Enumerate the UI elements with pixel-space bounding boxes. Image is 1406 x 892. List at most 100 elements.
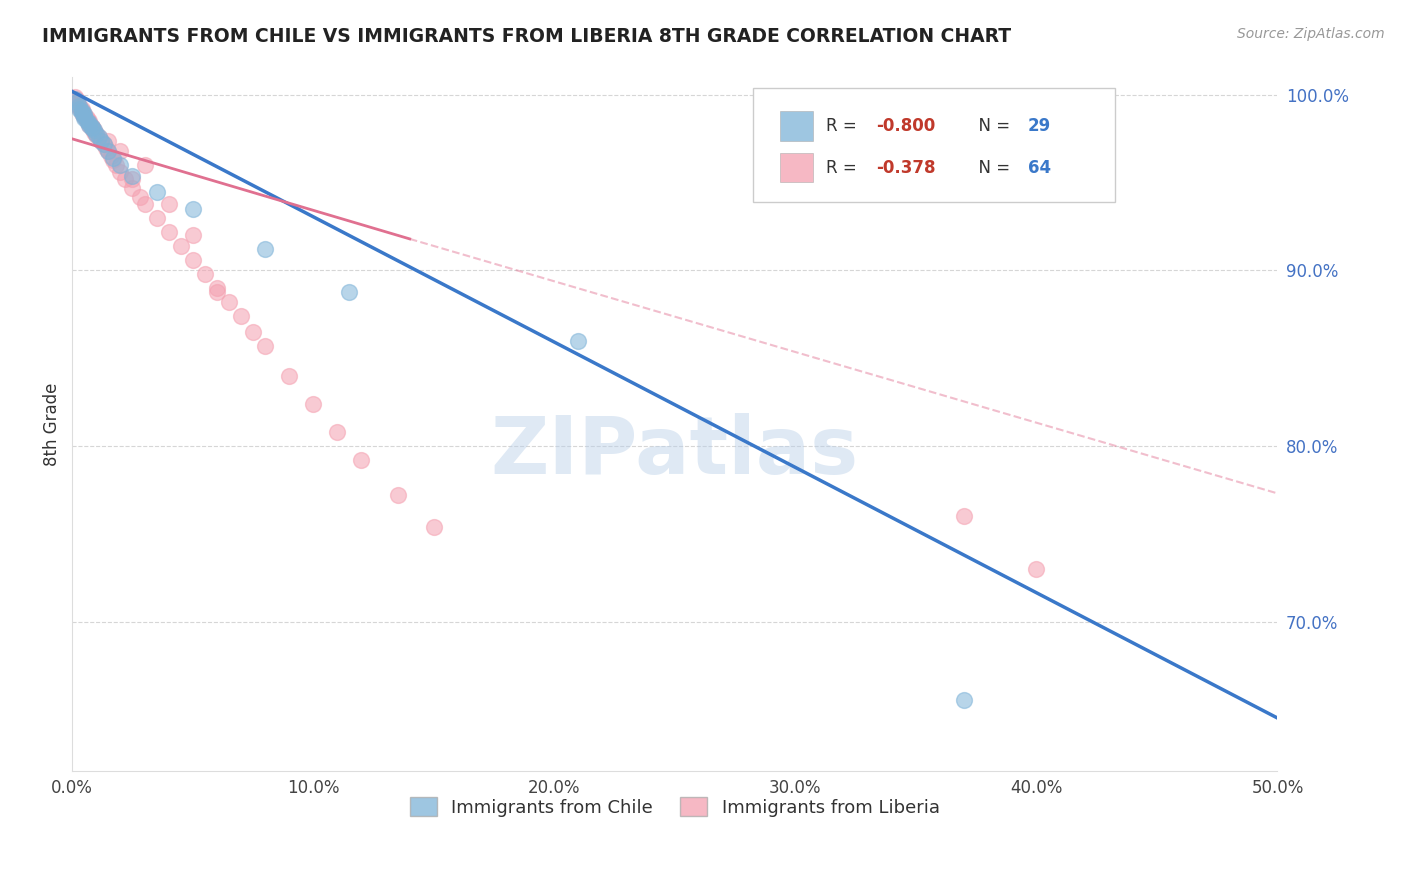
Y-axis label: 8th Grade: 8th Grade (44, 383, 60, 466)
Point (69, 100, 91, 114)
Point (339, 285, 361, 299)
Point (69, 100, 91, 114)
Point (94, 141, 117, 155)
Point (83, 123, 105, 137)
Point (70, 102, 93, 116)
Point (100, 149, 122, 163)
Point (69, 102, 91, 116)
Point (157, 196, 180, 211)
Point (80, 121, 103, 136)
Text: 29: 29 (1028, 117, 1052, 135)
Point (205, 281, 228, 295)
Text: N =: N = (967, 159, 1015, 177)
Point (77, 116, 100, 130)
Point (93, 137, 115, 152)
Point (110, 144, 132, 158)
Point (97, 144, 120, 158)
Point (254, 339, 277, 353)
Point (567, 334, 589, 348)
Point (423, 520, 446, 534)
Point (77, 114, 100, 128)
Point (66, 93, 89, 107)
Text: ZIPatlas: ZIPatlas (491, 413, 859, 491)
Point (104, 158, 127, 172)
Point (76, 112, 98, 127)
Point (170, 239, 193, 253)
Point (121, 172, 143, 186)
Text: R =: R = (825, 159, 862, 177)
Point (83, 125, 105, 139)
Point (77, 118, 100, 132)
Point (114, 172, 136, 186)
Text: Source: ZipAtlas.com: Source: ZipAtlas.com (1237, 27, 1385, 41)
Point (80, 121, 103, 136)
FancyBboxPatch shape (780, 153, 814, 182)
Point (229, 309, 252, 323)
Point (87, 130, 110, 145)
Point (69, 98, 91, 112)
Text: N =: N = (967, 117, 1015, 135)
Point (80, 120, 103, 134)
Point (66, 95, 89, 109)
Point (87, 130, 110, 145)
Point (134, 196, 156, 211)
Point (90, 134, 112, 148)
Point (63, 91, 86, 105)
Point (86, 128, 108, 143)
Point (90, 134, 112, 148)
Point (73, 109, 96, 123)
Text: IMMIGRANTS FROM CHILE VS IMMIGRANTS FROM LIBERIA 8TH GRADE CORRELATION CHART: IMMIGRANTS FROM CHILE VS IMMIGRANTS FROM… (42, 27, 1011, 45)
Point (73, 109, 96, 123)
Point (103, 153, 125, 167)
Point (97, 144, 120, 158)
Point (66, 95, 89, 109)
Text: -0.378: -0.378 (876, 159, 935, 177)
Point (66, 96, 89, 111)
Point (70, 103, 93, 118)
Point (242, 325, 264, 339)
Point (76, 114, 98, 128)
Point (278, 368, 301, 383)
Point (73, 107, 96, 121)
Point (73, 109, 96, 123)
Point (73, 111, 96, 125)
Point (103, 151, 125, 165)
Point (145, 185, 167, 199)
Point (134, 158, 156, 172)
Point (93, 137, 115, 152)
Point (69, 98, 91, 112)
Point (73, 107, 96, 121)
Point (76, 111, 98, 125)
Point (63, 91, 86, 105)
Point (70, 105, 93, 120)
Point (1025, 562, 1047, 576)
Point (157, 225, 180, 239)
Point (97, 134, 120, 148)
Point (77, 118, 100, 132)
FancyBboxPatch shape (780, 112, 814, 141)
Point (326, 425, 349, 439)
Point (86, 127, 108, 141)
Point (121, 169, 143, 183)
Point (110, 165, 132, 179)
Point (86, 127, 108, 141)
Legend: Immigrants from Chile, Immigrants from Liberia: Immigrants from Chile, Immigrants from L… (402, 790, 948, 824)
Point (77, 116, 100, 130)
Point (194, 267, 217, 281)
Point (145, 211, 167, 225)
Point (387, 488, 409, 502)
Point (350, 453, 373, 467)
Point (83, 123, 105, 137)
Point (953, 693, 976, 707)
Point (205, 285, 228, 299)
Point (70, 103, 93, 118)
Point (953, 509, 976, 524)
Point (70, 105, 93, 120)
Text: -0.800: -0.800 (876, 117, 935, 135)
FancyBboxPatch shape (754, 87, 1115, 202)
Point (181, 202, 204, 216)
Text: R =: R = (825, 117, 862, 135)
Point (218, 295, 240, 310)
Point (63, 89, 86, 103)
Text: 64: 64 (1028, 159, 1052, 177)
